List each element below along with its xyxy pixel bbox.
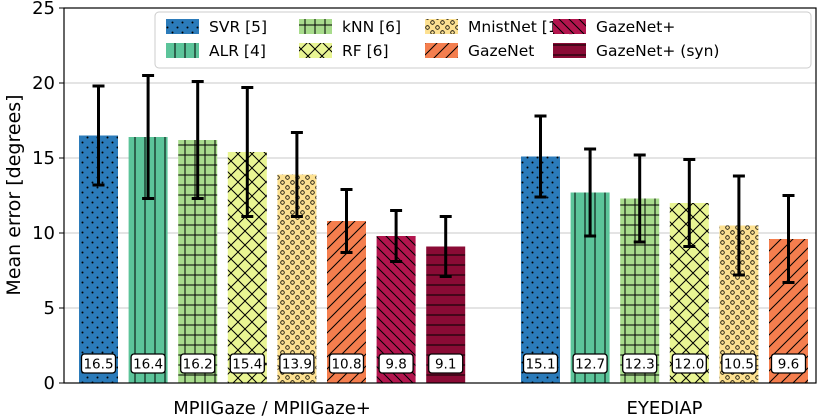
legend-swatch [299,43,332,58]
legend-swatch [553,19,586,34]
y-tick-label: 0 [44,373,55,394]
value-label-box [80,353,117,374]
y-tick-label: 20 [32,73,55,94]
value-label: 9.6 [778,357,799,373]
value-label-box [721,353,757,374]
y-tick-label: 10 [32,223,55,244]
legend-label: GazeNet [468,42,534,60]
value-label: 9.1 [435,357,456,373]
legend-swatch [166,19,199,34]
legend-swatch [425,19,458,34]
legend-swatch [553,43,586,58]
plot-frame [63,7,817,384]
legend-label: MnistNet [15] [468,18,574,36]
value-label-box [622,353,658,374]
value-label: 16.2 [183,357,213,373]
value-label-box [229,353,265,374]
y-tick-label: 25 [32,0,55,19]
value-label-box [180,353,216,374]
legend: SVR [5] ALR [4] kNN [6] RF [6] MnistNet [15]… [154,11,812,69]
y-tick-label: 15 [32,148,55,169]
value-label-box [671,353,707,374]
error-bars [92,74,795,284]
value-label-box [279,353,315,374]
value-label-box [572,353,608,374]
value-label-box [328,353,365,374]
legend-label: GazeNet+ (syn) [596,42,719,60]
value-label: 10.8 [331,357,361,373]
legend-label: kNN [6] [342,18,401,36]
value-label: 16.4 [133,357,163,373]
value-label: 12.3 [625,357,655,373]
legend-label: SVR [5] [209,18,267,36]
y-ticks: 0 5 10 15 20 25 [32,0,64,394]
value-label-box [378,353,414,374]
legend-label: RF [6] [342,42,389,60]
value-label: 15.4 [232,357,262,373]
y-tick-label: 5 [44,298,55,319]
legend-swatch [425,43,458,58]
value-labels: 16.5 16.4 16.2 15.4 13.9 10.8 9.8 9.1 15.1 12.7 12… [80,353,807,374]
value-label-box [428,353,464,374]
legend-label: ALR [4] [209,42,266,60]
legend-swatch [299,19,332,34]
value-label: 10.5 [724,357,754,373]
legend-label: GazeNet+ [596,18,675,36]
x-tick-label: MPIIGaze / MPIIGaze+ [173,398,371,419]
value-label: 9.8 [385,357,406,373]
value-label: 12.0 [674,357,704,373]
value-label: 13.9 [282,357,312,373]
value-label-box [130,353,166,374]
y-axis-title: Mean error [degrees] [3,94,25,295]
value-label-box [522,353,559,374]
value-label: 15.1 [525,357,555,373]
value-label: 12.7 [575,357,605,373]
x-tick-label: EYEDIAP [626,398,702,419]
legend-swatch [166,43,199,58]
x-tick-labels: MPIIGaze / MPIIGaze+ EYEDIAP [173,398,702,419]
value-label: 16.5 [83,357,113,373]
value-label-box [770,353,807,374]
